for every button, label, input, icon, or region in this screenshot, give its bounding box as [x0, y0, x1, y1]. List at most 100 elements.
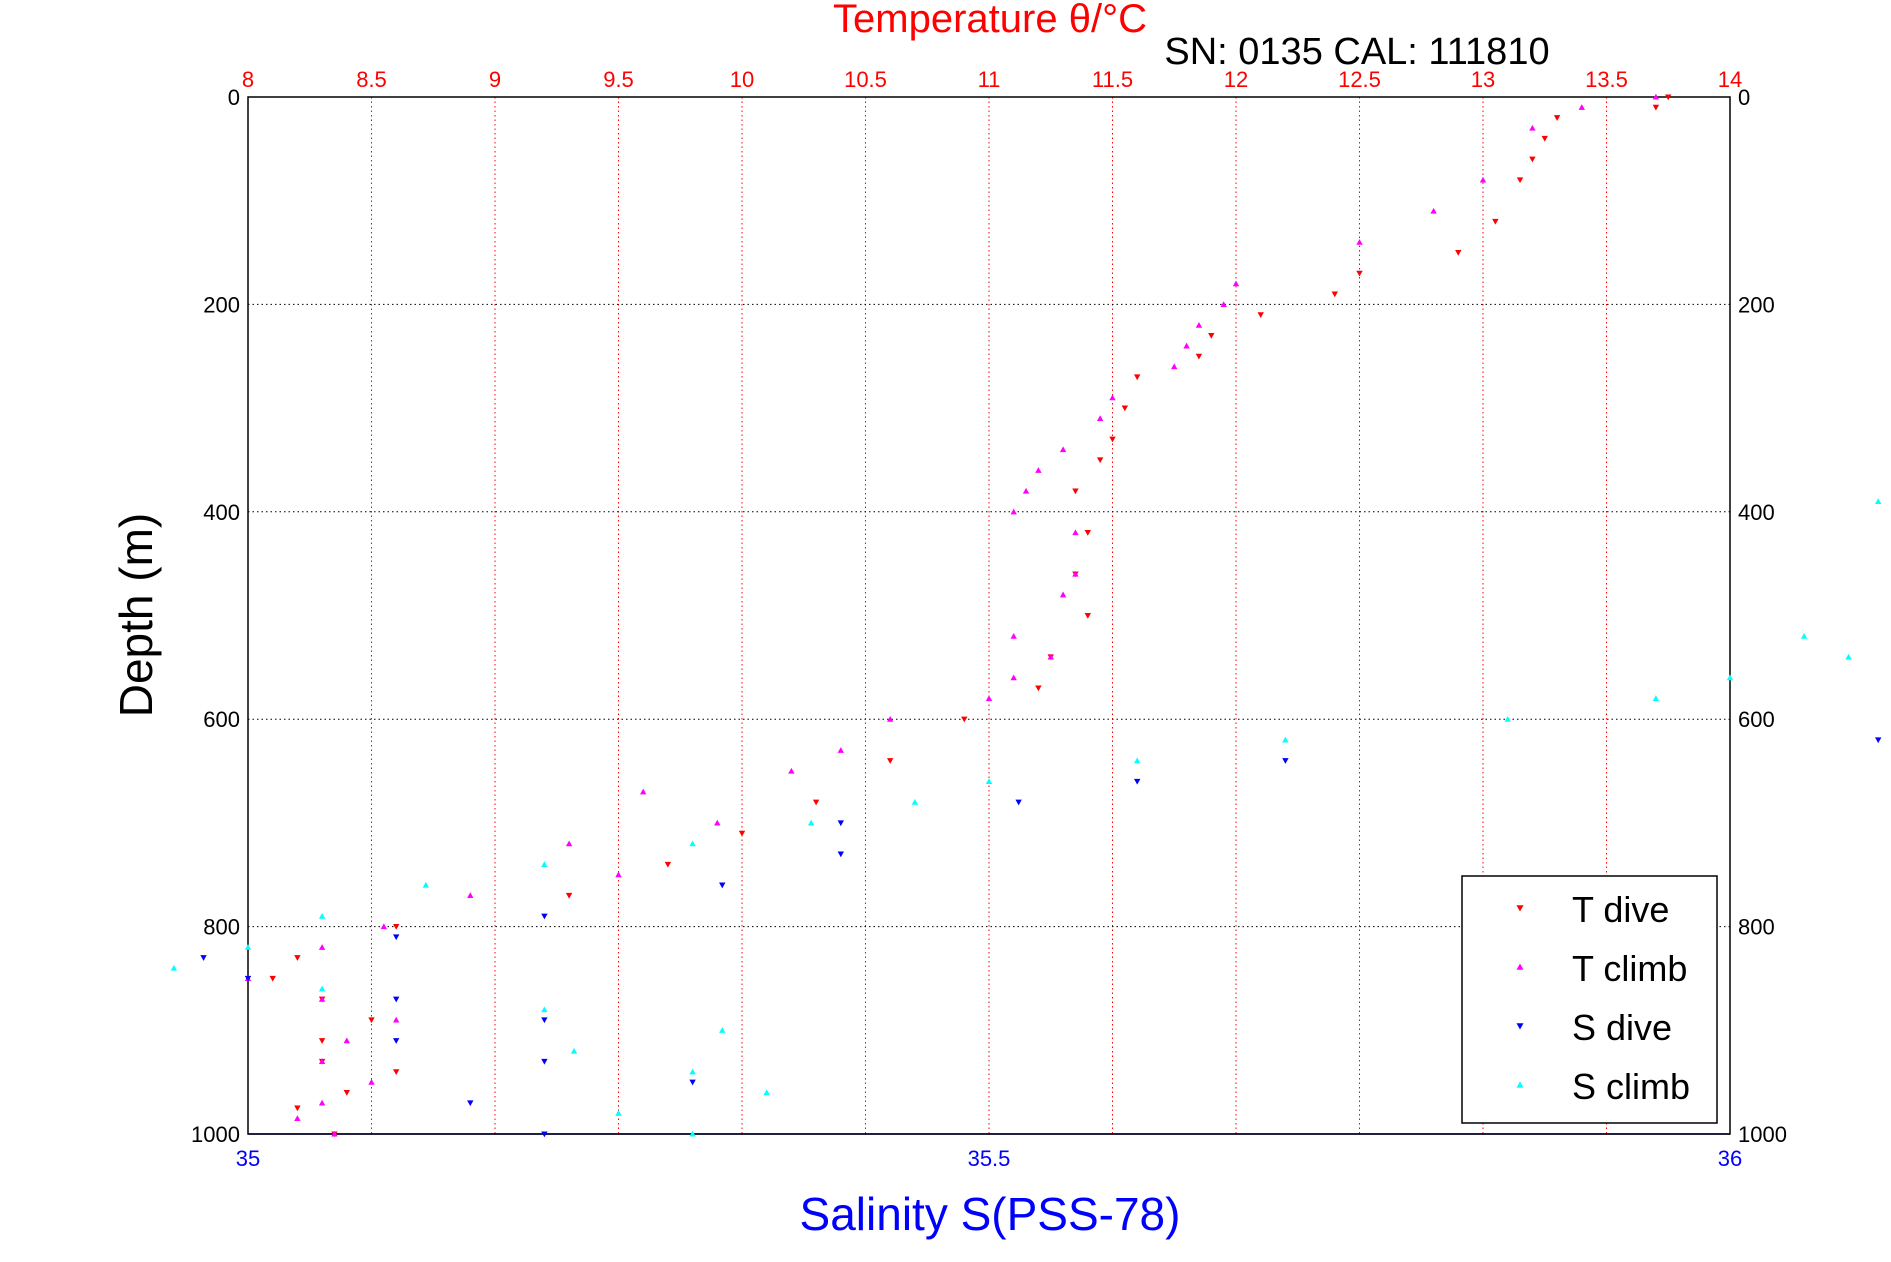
data-point [1875, 737, 1882, 744]
data-point [1022, 487, 1030, 494]
legend-label: T dive [1572, 889, 1669, 930]
data-point [1171, 363, 1178, 370]
temperature-tick-label: 13 [1471, 67, 1495, 92]
legend-marker [1516, 963, 1524, 970]
data-point [1208, 332, 1215, 339]
data-point [1541, 135, 1548, 142]
data-point [640, 788, 647, 795]
data-point [1183, 342, 1190, 349]
data-point [343, 1089, 350, 1096]
depth-tick-label-left: 800 [203, 915, 240, 940]
depth-tick-label-right: 600 [1738, 707, 1775, 732]
data-point [380, 923, 388, 930]
temperature-tick-label: 9 [489, 67, 501, 92]
data-point [1096, 415, 1104, 422]
data-point [1134, 778, 1141, 785]
data-point [1010, 633, 1017, 639]
data-point [541, 1017, 548, 1024]
depth-tick-label-right: 1000 [1738, 1122, 1787, 1147]
temperature-tick-label: 12 [1224, 67, 1248, 92]
legend-marker [1516, 1023, 1524, 1030]
data-point [985, 778, 993, 784]
data-point [1652, 93, 1660, 100]
data-point [1010, 674, 1017, 681]
data-point [1652, 104, 1660, 111]
data-point [689, 1068, 696, 1075]
temperature-tick-label: 14 [1718, 67, 1742, 92]
series-t-dive [269, 94, 1672, 1138]
chart-title: SN: 0135 CAL: 111810 [1164, 31, 1549, 73]
data-point [570, 1047, 578, 1054]
data-point [294, 1115, 301, 1122]
data-point [1195, 353, 1203, 360]
data-point [837, 851, 844, 858]
data-point [1096, 457, 1104, 464]
data-point [1331, 291, 1338, 298]
data-point [911, 798, 919, 805]
data-point [200, 955, 207, 961]
data-point [318, 913, 326, 919]
data-point [1455, 249, 1462, 256]
legend-label: T climb [1572, 948, 1687, 989]
temperature-tick-label: 8.5 [356, 67, 387, 92]
data-point [1072, 488, 1079, 495]
temperature-tick-label: 10.5 [844, 67, 887, 92]
data-point [467, 892, 474, 899]
data-point [788, 767, 795, 774]
data-point [244, 944, 252, 950]
data-point [664, 861, 672, 868]
data-point [318, 985, 326, 992]
series-s-dive [200, 737, 1882, 1138]
data-point [1492, 218, 1499, 225]
y-axis-title: Depth (m) [110, 513, 162, 717]
depth-tick-label-left: 0 [228, 85, 240, 110]
data-point [343, 1037, 350, 1044]
data-point [689, 840, 696, 847]
series-s-climb [170, 498, 1882, 1137]
data-point [1875, 498, 1882, 504]
data-point [393, 924, 400, 930]
data-point [763, 1089, 770, 1096]
data-point [887, 716, 894, 722]
depth-tick-label-left: 200 [203, 292, 240, 317]
data-point [244, 975, 252, 982]
data-point [1121, 405, 1129, 412]
data-point [1084, 612, 1091, 619]
data-markers [170, 93, 1882, 1138]
data-point [318, 995, 326, 1002]
data-point [541, 1058, 548, 1065]
data-point [1282, 758, 1289, 764]
data-point [615, 1110, 622, 1116]
data-point [1282, 736, 1289, 743]
data-point [1084, 529, 1091, 536]
data-point [467, 1100, 474, 1107]
temperature-tick-label: 12.5 [1338, 67, 1381, 92]
data-point [170, 964, 178, 971]
data-point [689, 1079, 696, 1086]
data-point [1035, 467, 1042, 473]
data-point [985, 695, 993, 702]
data-point [269, 975, 276, 982]
data-point [318, 1038, 326, 1044]
data-point [1529, 156, 1536, 163]
data-point [689, 1130, 696, 1137]
data-point [541, 913, 548, 920]
depth-tick-label-right: 400 [1738, 500, 1775, 525]
data-point [719, 1027, 726, 1033]
data-point [738, 830, 746, 837]
legend-box [1461, 875, 1718, 1124]
data-point [393, 996, 400, 1003]
plot-frame [247, 96, 1731, 1135]
legend: T dive T climb S dive S climb [1461, 875, 1718, 1124]
data-point [887, 758, 894, 764]
depth-tick-label-right: 200 [1738, 292, 1775, 317]
data-point [1800, 633, 1808, 639]
data-point [1072, 570, 1079, 577]
data-point [318, 944, 326, 950]
data-point [1232, 280, 1240, 287]
temperature-tick-label: 8 [242, 67, 254, 92]
bottom-axis-title: Salinity S(PSS-78) [800, 1188, 1181, 1240]
salinity-tick-label: 35.5 [968, 1146, 1011, 1171]
data-point [393, 1016, 400, 1023]
